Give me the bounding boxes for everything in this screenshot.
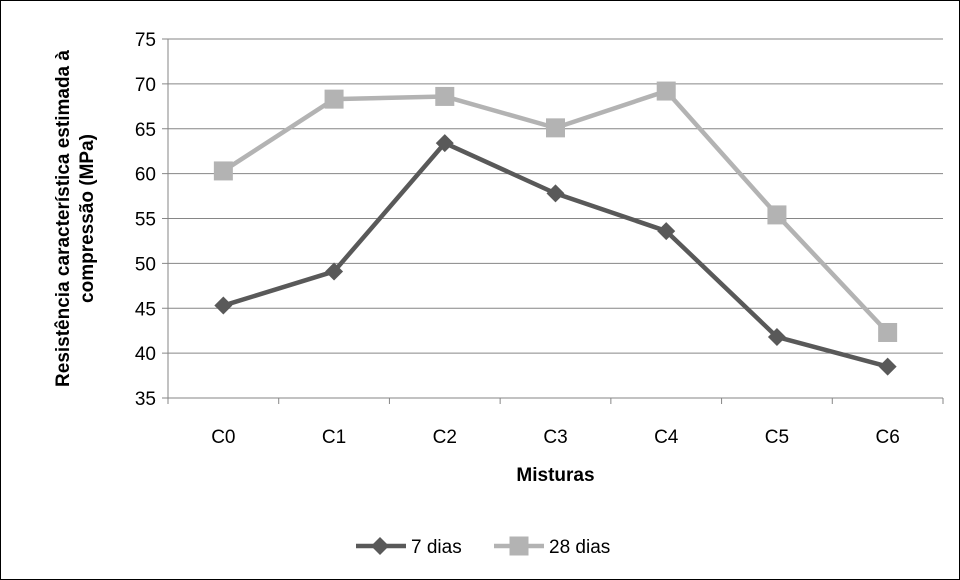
data-point-square bbox=[509, 536, 529, 556]
legend-label: 28 dias bbox=[549, 537, 610, 558]
data-point-diamond bbox=[878, 357, 897, 376]
x-tick-label: C3 bbox=[543, 427, 567, 448]
x-tick-label: C1 bbox=[322, 427, 346, 448]
y-tick-label: 35 bbox=[135, 389, 156, 410]
y-axis-title: Resistência característica estimada à co… bbox=[53, 50, 98, 387]
legend-item-28-dias: 28 dias bbox=[494, 536, 610, 558]
x-tick-label: C5 bbox=[765, 427, 789, 448]
data-point-diamond bbox=[371, 537, 389, 555]
data-point-square bbox=[435, 86, 455, 106]
data-point-square bbox=[213, 161, 233, 181]
x-tick-label: C0 bbox=[211, 427, 235, 448]
axes bbox=[162, 38, 944, 404]
y-tick-label: 75 bbox=[135, 30, 156, 51]
y-tick-label: 45 bbox=[135, 299, 156, 320]
x-tick-label: C6 bbox=[875, 427, 899, 448]
x-axis-title: Misturas bbox=[516, 465, 594, 486]
y-tick-labels: 35 40 45 50 55 60 65 70 75 bbox=[135, 30, 156, 410]
series bbox=[213, 81, 898, 376]
y-tick-label: 60 bbox=[135, 165, 156, 186]
x-tick-label: C4 bbox=[654, 427, 679, 448]
gridlines bbox=[168, 38, 943, 399]
data-point-diamond bbox=[214, 296, 233, 315]
y-tick-label: 50 bbox=[135, 254, 156, 275]
legend: 7 dias 28 dias bbox=[356, 536, 610, 558]
series-7-dias bbox=[214, 134, 897, 376]
y-tick-label: 55 bbox=[135, 210, 156, 231]
data-point-diamond bbox=[657, 222, 676, 241]
series-28-dias bbox=[213, 81, 898, 342]
data-point-diamond bbox=[546, 184, 565, 203]
legend-item-7-dias: 7 dias bbox=[356, 537, 462, 558]
legend-label: 7 dias bbox=[411, 537, 462, 558]
data-point-square bbox=[546, 118, 565, 138]
x-tick-label: C2 bbox=[433, 427, 457, 448]
data-point-square bbox=[656, 81, 676, 101]
data-point-square bbox=[324, 89, 344, 109]
data-point-diamond bbox=[767, 327, 786, 346]
y-tick-label: 65 bbox=[135, 120, 156, 141]
y-tick-label: 70 bbox=[135, 75, 156, 96]
x-tick-labels: C0 C1 C2 C3 C4 C5 C6 bbox=[211, 427, 900, 448]
y-axis-title-line-1: Resistência característica estimada à bbox=[53, 50, 74, 387]
y-tick-label: 40 bbox=[135, 344, 156, 365]
data-point-square bbox=[767, 205, 787, 225]
series-line bbox=[222, 140, 889, 369]
data-point-square bbox=[878, 322, 898, 342]
data-point-diamond bbox=[435, 134, 454, 153]
data-point-diamond bbox=[325, 262, 344, 281]
y-axis-title-line-2: compressão (MPa) bbox=[77, 134, 98, 303]
